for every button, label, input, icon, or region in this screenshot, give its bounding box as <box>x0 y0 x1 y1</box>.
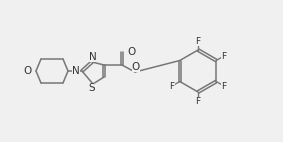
Text: N: N <box>89 52 97 62</box>
Text: S: S <box>89 83 95 93</box>
Text: F: F <box>221 52 227 60</box>
Text: F: F <box>170 82 175 90</box>
Text: O: O <box>24 66 32 76</box>
Text: N: N <box>72 66 80 76</box>
Text: O: O <box>127 47 135 57</box>
Text: F: F <box>196 97 201 106</box>
Text: O: O <box>132 62 140 72</box>
Text: F: F <box>221 82 227 90</box>
Text: F: F <box>196 36 201 45</box>
